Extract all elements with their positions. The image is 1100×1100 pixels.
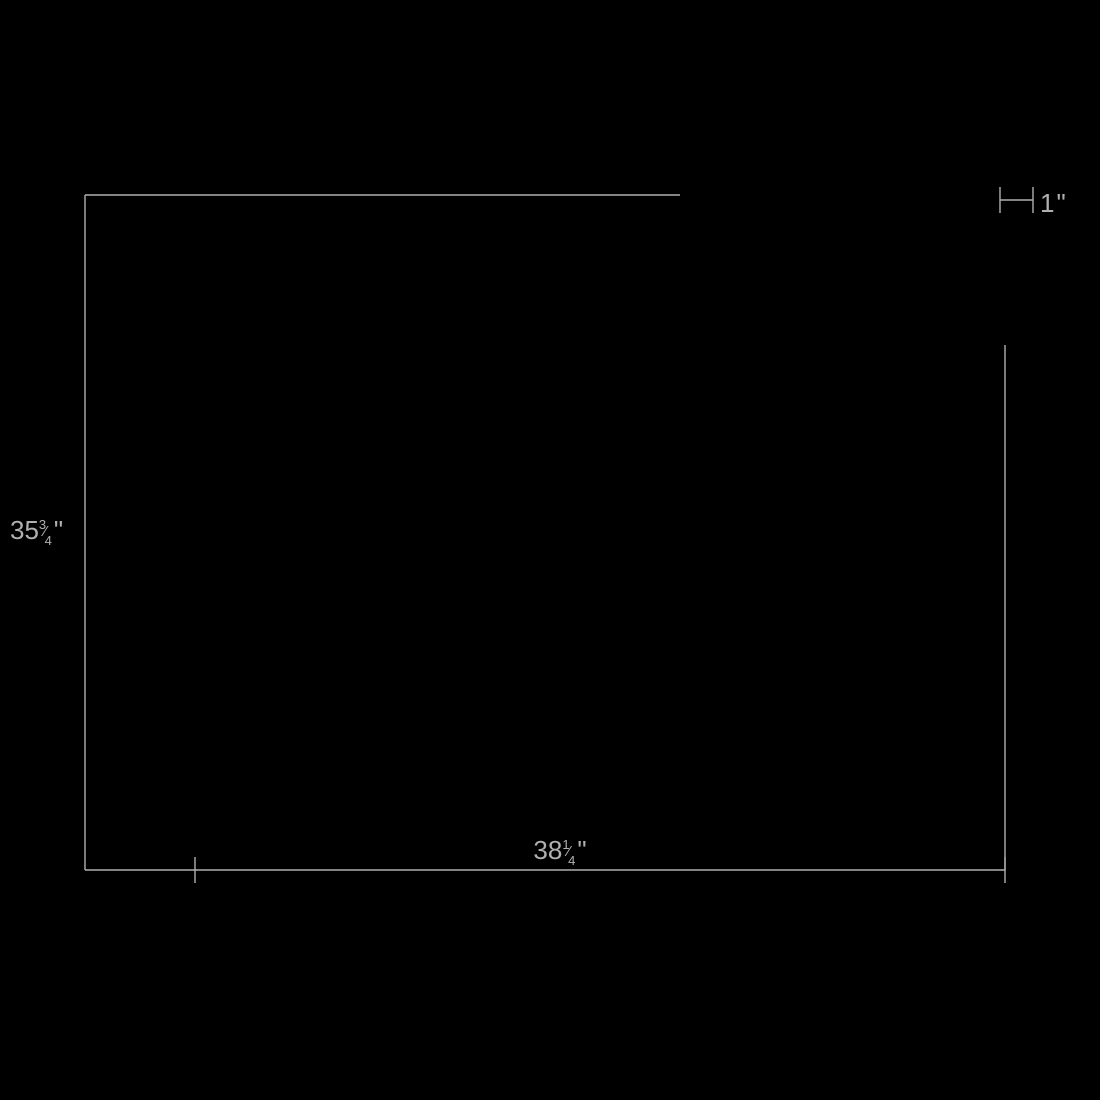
width-dimension-label: 381⁄4" [533, 835, 586, 866]
width-unit: " [577, 835, 586, 865]
height-dimension-label: 353⁄4" [10, 515, 63, 546]
width-whole: 38 [533, 835, 562, 865]
width-denominator: 4 [568, 853, 575, 868]
height-unit: " [54, 515, 63, 545]
depth-dimension-label: 1" [1040, 188, 1066, 219]
depth-whole: 1 [1040, 188, 1054, 218]
depth-unit: " [1056, 188, 1065, 218]
height-denominator: 4 [45, 533, 52, 548]
height-whole: 35 [10, 515, 39, 545]
dimension-diagram-svg [0, 0, 1100, 1100]
